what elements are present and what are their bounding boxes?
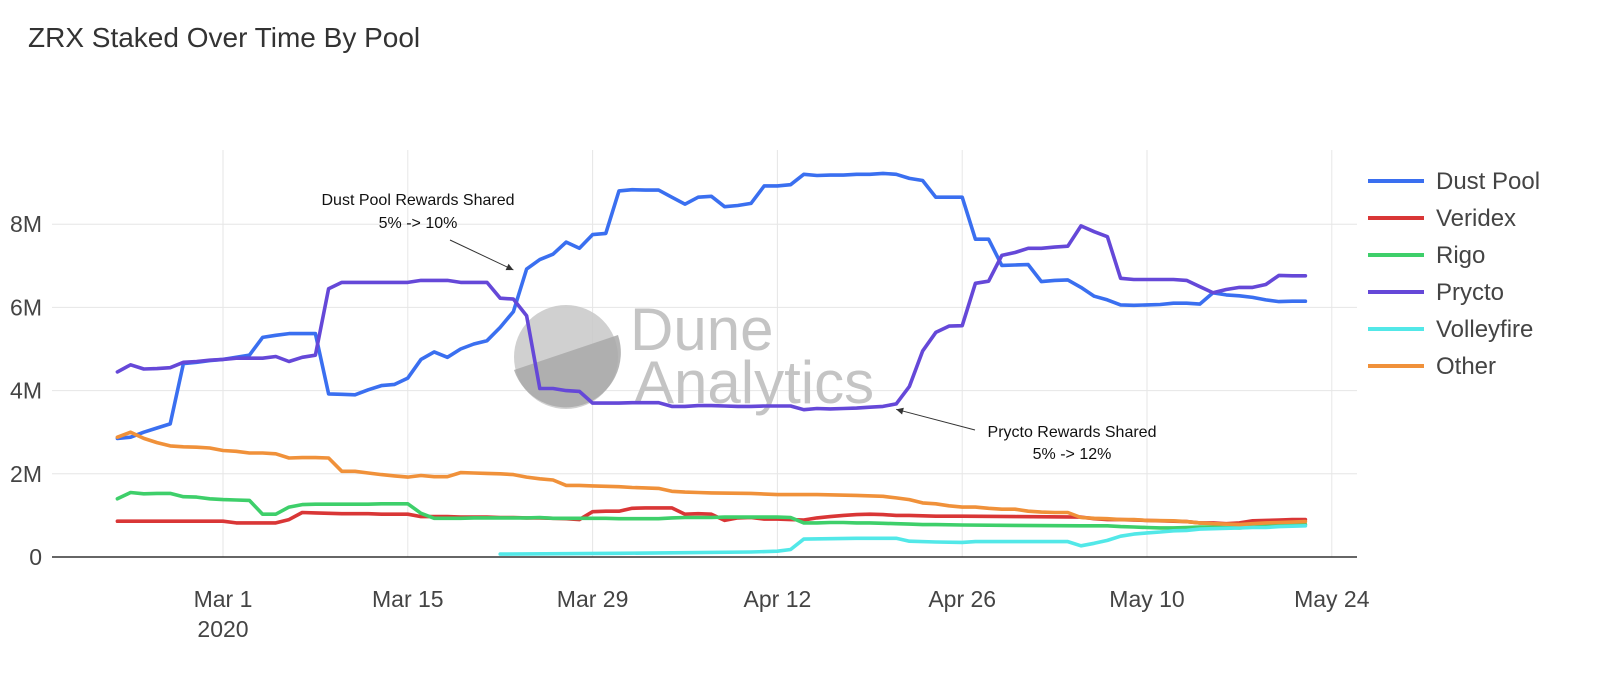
legend-item-prycto[interactable]: Prycto <box>1368 279 1504 306</box>
legend-label: Rigo <box>1436 242 1485 269</box>
y-tick-label: 6M <box>10 294 42 320</box>
x-tick-label: May 10 <box>1109 586 1184 612</box>
x-tick-label: Mar 1 <box>194 586 253 612</box>
annotation-arrowhead <box>896 407 904 415</box>
annotation-arrow <box>449 239 514 271</box>
legend-label: Other <box>1436 353 1496 380</box>
annotations: Dust Pool Rewards Shared 5% -> 10% Prycto … <box>322 192 1157 463</box>
x-tick-label: May 24 <box>1294 586 1370 612</box>
legend-label: Prycto <box>1436 279 1504 306</box>
legend-item-veridex[interactable]: Veridex <box>1368 205 1516 232</box>
y-tick-label: 0 <box>29 544 42 570</box>
legend-item-volleyfire[interactable]: Volleyfire <box>1368 316 1533 343</box>
legend-item-other[interactable]: Other <box>1368 353 1496 380</box>
y-tick-label: 2M <box>10 461 42 487</box>
series-line-prycto[interactable] <box>115 224 1308 412</box>
series-line-rigo[interactable] <box>115 490 1308 530</box>
annotation-detail: 5% -> 10% <box>379 215 458 232</box>
legend-label: Veridex <box>1436 205 1516 232</box>
watermark-logo: Dune Analytics <box>514 296 874 416</box>
y-tick-label: 4M <box>10 378 42 404</box>
gridlines <box>52 150 1357 557</box>
series-lines <box>115 171 1308 556</box>
y-tick-label: 8M <box>10 211 42 237</box>
legend-item-dust-pool[interactable]: Dust Pool <box>1368 168 1540 195</box>
y-tick-labels: 0 2M 4M 6M 8M <box>10 211 42 570</box>
legend-label: Dust Pool <box>1436 168 1540 195</box>
legend-label: Volleyfire <box>1436 316 1533 343</box>
x-tick-labels: Mar 1 2020 Mar 15 Mar 29 Apr 12 Apr 26 May 10 M… <box>194 586 1370 642</box>
annotation-arrow <box>896 408 976 431</box>
legend: Dust Pool Veridex Rigo Prycto Volleyfire Othe… <box>1368 168 1540 380</box>
series-line-volleyfire[interactable] <box>498 523 1308 556</box>
annotation-title: Dust Pool Rewards Shared <box>322 192 515 209</box>
annotation-arrowhead <box>505 263 514 271</box>
series-line-other[interactable] <box>115 430 1308 527</box>
annotation-detail: 5% -> 12% <box>1033 446 1112 463</box>
x-tick-label: Mar 29 <box>557 586 629 612</box>
x-tick-label: Apr 12 <box>744 586 812 612</box>
x-tick-label: Apr 26 <box>928 586 996 612</box>
x-tick-label: Mar 15 <box>372 586 444 612</box>
x-tick-sublabel: 2020 <box>197 616 248 642</box>
legend-item-rigo[interactable]: Rigo <box>1368 242 1485 269</box>
series-line-dust-pool[interactable] <box>115 171 1308 441</box>
annotation-title: Prycto Rewards Shared <box>988 424 1157 441</box>
watermark-text-line1: Dune <box>630 296 773 363</box>
chart-title: ZRX Staked Over Time By Pool <box>28 22 421 53</box>
